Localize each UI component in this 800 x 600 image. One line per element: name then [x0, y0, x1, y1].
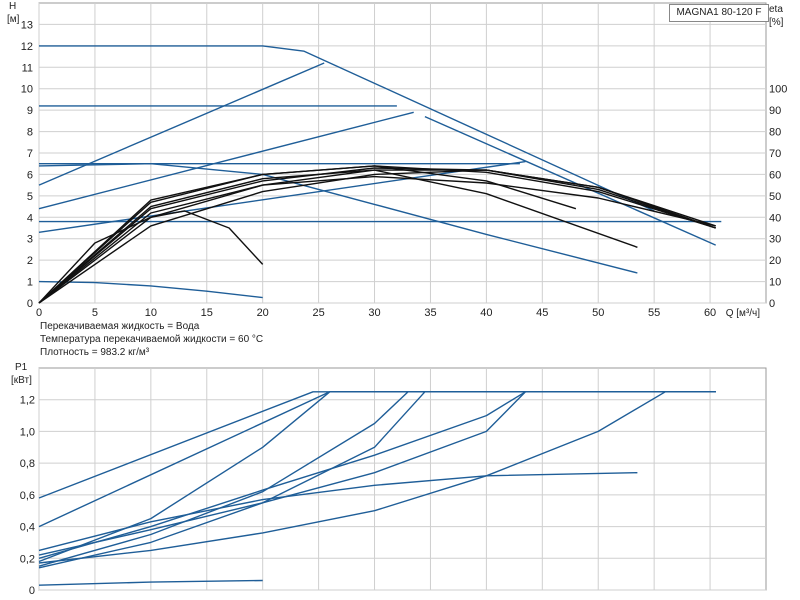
eta-y-tick-label: 30 [769, 234, 781, 246]
head-axis-label: H [9, 1, 16, 12]
head-curve [424, 115, 716, 246]
head-plot-grid [38, 2, 767, 304]
head-x-tick-label: 0 [36, 307, 42, 319]
head-y-tick-label: 12 [21, 41, 33, 53]
head-y-tick-label: 7 [27, 148, 33, 160]
power-curve [38, 391, 716, 569]
eta-y-tick-label: 10 [769, 277, 781, 289]
power-y-tick-label: 1,2 [20, 395, 35, 407]
eta-y-tick-label: 60 [769, 169, 781, 181]
eta-y-tick-label: 80 [769, 127, 781, 139]
power-y-tick-label: 0,8 [20, 458, 35, 470]
efficiency-curve [38, 175, 716, 304]
eta-y-tick-label: 100 [769, 84, 787, 96]
head-y-tick-label: 1 [27, 277, 33, 289]
head-y-tick-label: 10 [21, 84, 33, 96]
note-liquid: Перекачиваемая жидкость = Вода [40, 321, 200, 332]
power-axis-label: P1 [15, 362, 28, 373]
head-y-tick-label: 0 [27, 298, 33, 310]
power-plot-series [38, 391, 716, 586]
head-y-tick-label: 13 [21, 19, 33, 31]
head-x-tick-label: 60 [704, 307, 716, 319]
head-x-tick-label: 20 [257, 307, 269, 319]
efficiency-curve [38, 167, 716, 304]
power-y-tick-label: 0,6 [20, 490, 35, 502]
head-axis-unit: [м] [7, 14, 20, 25]
power-y-tick-label: 0 [29, 585, 35, 597]
eta-y-tick-label: 90 [769, 105, 781, 117]
head-x-tick-label: 40 [480, 307, 492, 319]
head-x-tick-label: 35 [424, 307, 436, 319]
power-y-tick-label: 1,0 [20, 426, 35, 438]
head-curve [38, 160, 526, 233]
power-curve [38, 472, 638, 552]
power-plot-frame [38, 367, 767, 591]
power-plot-grid [38, 367, 767, 591]
power-curve [38, 579, 263, 586]
power-y-tick-label: 0,2 [20, 553, 35, 565]
head-x-tick-label: 50 [592, 307, 604, 319]
head-y-tick-label: 11 [22, 62, 33, 74]
head-y-tick-label: 8 [27, 127, 33, 139]
head-curve [38, 162, 638, 274]
head-x-tick-label: 10 [145, 307, 157, 319]
eta-y-tick-label: 20 [769, 255, 781, 267]
efficiency-curve [38, 165, 716, 304]
eta-y-tick-label: 40 [769, 212, 781, 224]
head-y-tick-label: 3 [27, 234, 33, 246]
model-badge: MAGNA1 80-120 F [669, 4, 769, 22]
efficiency-curve [38, 210, 264, 304]
head-x-tick-label: 15 [201, 307, 213, 319]
head-x-tick-label: 25 [312, 307, 324, 319]
power-y-tick-label: 0,4 [20, 522, 35, 534]
eta-y-tick-label: 0 [769, 298, 775, 310]
power-curve [38, 391, 716, 556]
head-y-tick-label: 9 [27, 105, 33, 117]
eta-axis-label: eta [769, 4, 783, 15]
power-plot-labels: 0 0,2 0,4 0,6 0,8 1,0 1,2 P1 [кВт] [11, 362, 35, 597]
head-curve [38, 280, 263, 299]
head-y-tick-label: 2 [27, 255, 33, 267]
head-x-tick-label: 55 [648, 307, 660, 319]
head-y-tick-label: 4 [27, 212, 33, 224]
head-x-tick-label: 5 [92, 307, 98, 319]
head-x-tick-label: 30 [368, 307, 380, 319]
power-axis-unit: [кВт] [11, 375, 32, 386]
head-y-tick-label: 6 [27, 169, 33, 181]
power-curve [38, 391, 716, 564]
eta-y-tick-label: 70 [769, 148, 781, 160]
head-x-tick-label: 45 [536, 307, 548, 319]
efficiency-curve [38, 169, 716, 304]
head-curve [39, 45, 655, 212]
eta-y-tick-label: 50 [769, 191, 781, 203]
head-curve [38, 111, 414, 210]
note-temperature: Температура перекачиваемой жидкости = 60… [40, 334, 264, 345]
note-density: Плотность = 983.2 кг/м³ [40, 347, 150, 358]
head-y-tick-label: 5 [27, 191, 33, 203]
flow-axis-label: Q [м³/ч] [726, 308, 761, 319]
head-plot-labels: 0 5 10 15 20 25 30 35 40 45 50 55 600123456789101112… [7, 1, 787, 319]
head-plot-series [38, 45, 722, 304]
eta-axis-unit: [%] [769, 17, 784, 28]
